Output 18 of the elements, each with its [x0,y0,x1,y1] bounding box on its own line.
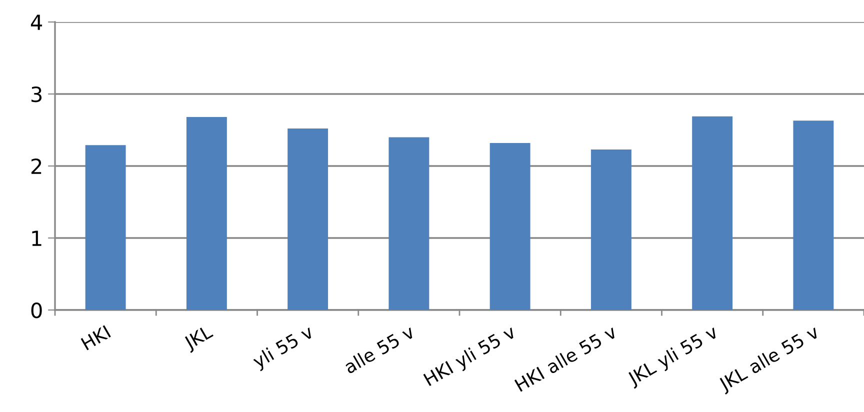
bar [186,117,227,310]
bar [590,149,632,310]
y-tick-label: 3 [32,86,42,102]
bar [288,128,328,310]
bar [692,116,733,310]
x-tick-label: JKL [182,324,216,353]
x-tick-label: HKI [80,325,111,350]
y-tick-label: 4 [30,14,42,30]
y-tick-label: 0 [31,302,42,318]
x-tick-label: alle 55 v [342,324,416,374]
y-tick-label: 2 [31,158,42,174]
bar [388,137,430,310]
y-tick-label: 1 [32,230,42,246]
bar [490,142,530,310]
bar [85,145,126,310]
x-tick-label: yli 55 v [251,324,316,372]
x-tick-label: HKI alle 55 v [514,324,618,392]
bar [793,120,834,310]
